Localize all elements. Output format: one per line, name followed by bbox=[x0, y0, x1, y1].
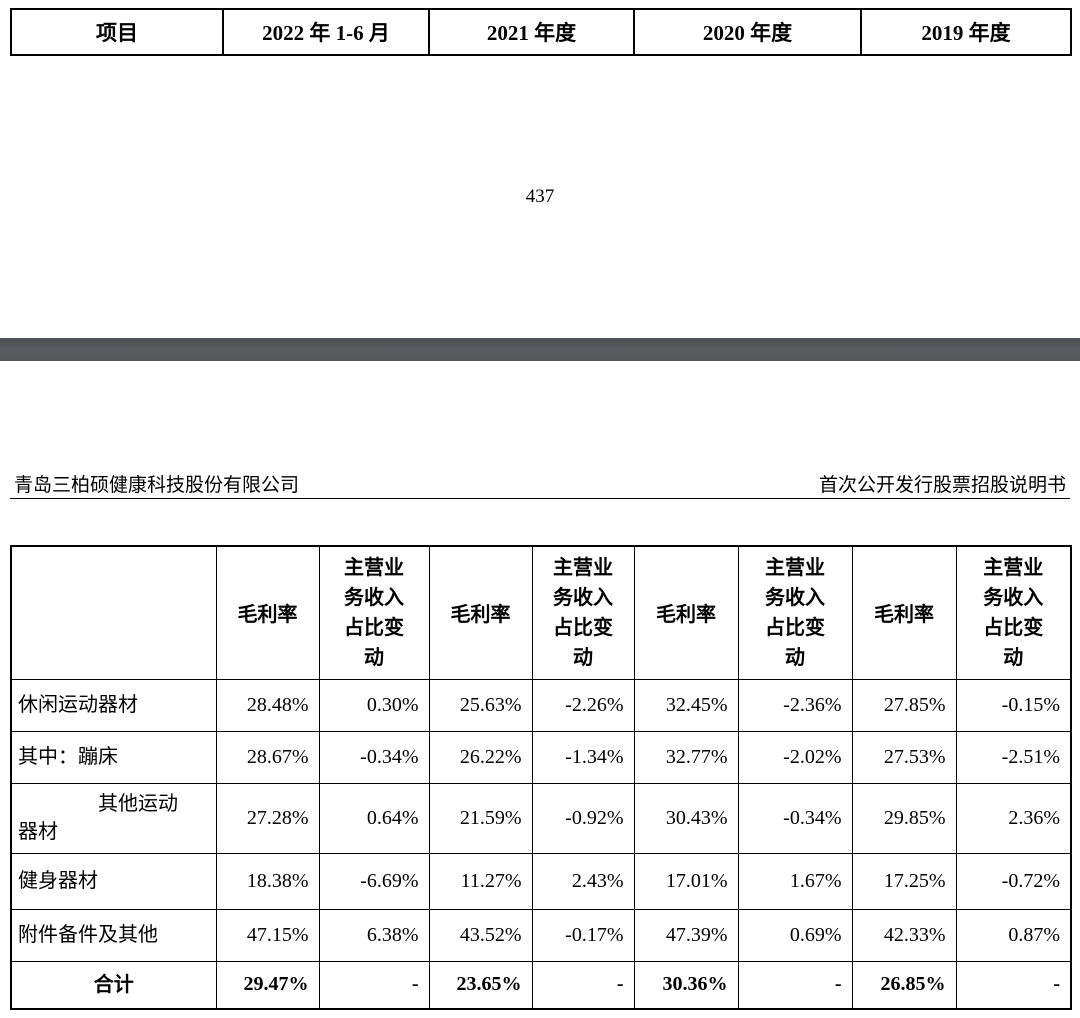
cell-value: 47.39% bbox=[633, 908, 739, 962]
cell-value: -0.34% bbox=[737, 782, 853, 854]
cell-value: - bbox=[955, 960, 1072, 1010]
company-name: 青岛三柏硕健康科技股份有限公司 bbox=[14, 475, 300, 496]
cell-value: - bbox=[737, 960, 853, 1010]
cell-value: -0.15% bbox=[955, 678, 1072, 732]
table-row: 其他运动 器材 27.28% 0.64% 21.59% -0.92% 30.43… bbox=[10, 782, 1072, 854]
page-number: 437 bbox=[525, 186, 555, 207]
cell-value: 30.43% bbox=[633, 782, 739, 854]
cell-value: 1.67% bbox=[737, 852, 853, 910]
cell-value: - bbox=[531, 960, 635, 1010]
top-table-header: 项目 2022 年 1-6 月 2021 年度 2020 年度 2019 年度 bbox=[10, 8, 1072, 56]
cell-value: -2.36% bbox=[737, 678, 853, 732]
col-header-margin: 毛利率 bbox=[215, 545, 320, 680]
doc-title: 首次公开发行股票招股说明书 bbox=[818, 475, 1066, 496]
cell-value: 2.43% bbox=[531, 852, 635, 910]
cell-value: 47.15% bbox=[215, 908, 320, 962]
col-header-share-text: 主营业务收入占比变动 bbox=[765, 556, 825, 669]
cell-value: 6.38% bbox=[318, 908, 430, 962]
doc-running-header: 青岛三柏硕健康科技股份有限公司 首次公开发行股票招股说明书 bbox=[14, 470, 1066, 497]
cell-value: -0.17% bbox=[531, 908, 635, 962]
cell-value: -2.02% bbox=[737, 730, 853, 784]
cell-value: 18.38% bbox=[215, 852, 320, 910]
top-header-item: 项目 bbox=[10, 8, 224, 56]
table-row: 健身器材 18.38% -6.69% 11.27% 2.43% 17.01% 1… bbox=[10, 852, 1072, 910]
col-header-share: 主营业务收入占比变动 bbox=[318, 545, 430, 680]
corner-cell bbox=[10, 545, 217, 680]
page-separator-bar bbox=[0, 338, 1080, 361]
top-header-2021: 2021 年度 bbox=[428, 8, 635, 56]
top-header-2020: 2020 年度 bbox=[633, 8, 862, 56]
table-row: 其中：蹦床 28.67% -0.34% 26.22% -1.34% 32.77%… bbox=[10, 730, 1072, 784]
row-label: 休闲运动器材 bbox=[10, 678, 217, 732]
cell-value: -1.34% bbox=[531, 730, 635, 784]
cell-value: 21.59% bbox=[428, 782, 533, 854]
col-header-margin: 毛利率 bbox=[851, 545, 957, 680]
cell-value: 25.63% bbox=[428, 678, 533, 732]
cell-value: -2.51% bbox=[955, 730, 1072, 784]
row-label: 其他运动 器材 bbox=[10, 782, 217, 854]
row-label: 健身器材 bbox=[10, 852, 217, 910]
cell-value: 23.65% bbox=[428, 960, 533, 1010]
cell-value: 0.69% bbox=[737, 908, 853, 962]
cell-value: -0.34% bbox=[318, 730, 430, 784]
col-header-share-text: 主营业务收入占比变动 bbox=[553, 556, 613, 669]
cell-value: 42.33% bbox=[851, 908, 957, 962]
top-header-row: 项目 2022 年 1-6 月 2021 年度 2020 年度 2019 年度 bbox=[10, 8, 1072, 56]
cell-value: 0.30% bbox=[318, 678, 430, 732]
cell-value: 27.53% bbox=[851, 730, 957, 784]
row-label: 附件备件及其他 bbox=[10, 908, 217, 962]
row-label: 其中：蹦床 bbox=[10, 730, 217, 784]
cell-value: 26.22% bbox=[428, 730, 533, 784]
top-header-2022: 2022 年 1-6 月 bbox=[222, 8, 430, 56]
cell-value: 30.36% bbox=[633, 960, 739, 1010]
cell-value: 32.45% bbox=[633, 678, 739, 732]
cell-value: -6.69% bbox=[318, 852, 430, 910]
cell-value: 43.52% bbox=[428, 908, 533, 962]
cell-value: -2.26% bbox=[531, 678, 635, 732]
table-row: 附件备件及其他 47.15% 6.38% 43.52% -0.17% 47.39… bbox=[10, 908, 1072, 962]
header-rule bbox=[10, 498, 1070, 499]
cell-value: 28.67% bbox=[215, 730, 320, 784]
cell-value: 28.48% bbox=[215, 678, 320, 732]
gross-margin-table: 毛利率 主营业务收入占比变动 毛利率 主营业务收入占比变动 毛利率 主营业务收入… bbox=[10, 545, 1072, 1010]
cell-value: 17.25% bbox=[851, 852, 957, 910]
cell-value: 11.27% bbox=[428, 852, 533, 910]
cell-value: 27.28% bbox=[215, 782, 320, 854]
cell-value: 32.77% bbox=[633, 730, 739, 784]
cell-value: 29.47% bbox=[215, 960, 320, 1010]
col-header-share: 主营业务收入占比变动 bbox=[531, 545, 635, 680]
col-header-share-text: 主营业务收入占比变动 bbox=[344, 556, 404, 669]
cell-value: 17.01% bbox=[633, 852, 739, 910]
cell-value: - bbox=[318, 960, 430, 1010]
row-label-total: 合计 bbox=[10, 960, 217, 1010]
cell-value: 29.85% bbox=[851, 782, 957, 854]
table-header-row: 毛利率 主营业务收入占比变动 毛利率 主营业务收入占比变动 毛利率 主营业务收入… bbox=[10, 545, 1072, 680]
top-header-2019: 2019 年度 bbox=[860, 8, 1072, 56]
col-header-share-text: 主营业务收入占比变动 bbox=[983, 556, 1044, 669]
col-header-margin: 毛利率 bbox=[428, 545, 533, 680]
col-header-share: 主营业务收入占比变动 bbox=[955, 545, 1072, 680]
cell-value: 0.87% bbox=[955, 908, 1072, 962]
col-header-share: 主营业务收入占比变动 bbox=[737, 545, 853, 680]
cell-value: 27.85% bbox=[851, 678, 957, 732]
cell-value: 26.85% bbox=[851, 960, 957, 1010]
cell-value: -0.72% bbox=[955, 852, 1072, 910]
cell-value: 0.64% bbox=[318, 782, 430, 854]
table-row: 休闲运动器材 28.48% 0.30% 25.63% -2.26% 32.45%… bbox=[10, 678, 1072, 732]
col-header-margin: 毛利率 bbox=[633, 545, 739, 680]
table-row-total: 合计 29.47% - 23.65% - 30.36% - 26.85% - bbox=[10, 960, 1072, 1010]
cell-value: 2.36% bbox=[955, 782, 1072, 854]
cell-value: -0.92% bbox=[531, 782, 635, 854]
